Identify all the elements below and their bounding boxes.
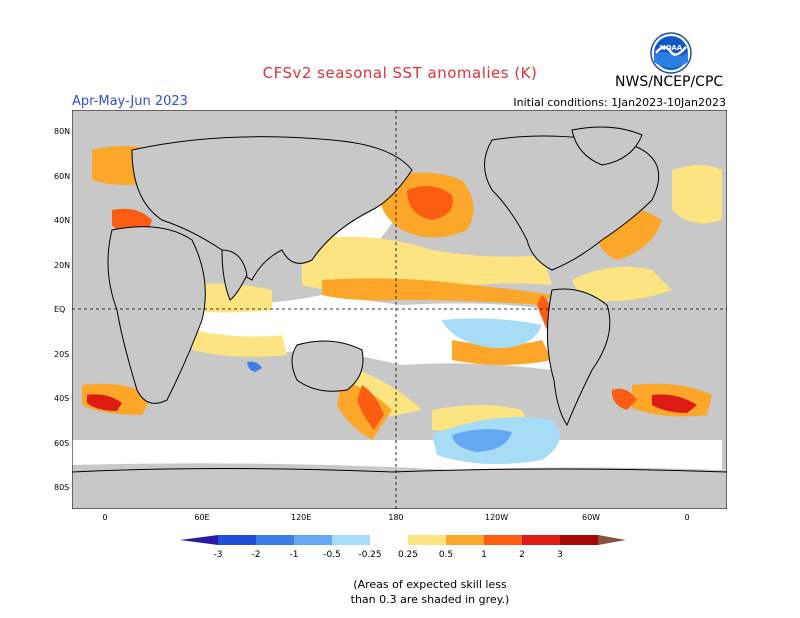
continent-australia xyxy=(291,340,364,392)
x-tick-label: 0 xyxy=(102,513,108,522)
colorbar-segment xyxy=(408,535,446,545)
y-tick-label: 40N xyxy=(54,216,71,225)
continent-south-america xyxy=(547,288,611,427)
anomaly-region-red xyxy=(407,186,453,220)
anomaly-region-yellow xyxy=(192,330,287,357)
colorbar-segment xyxy=(560,535,598,545)
anomaly-region-yellow xyxy=(572,266,672,302)
y-tick-label: EQ xyxy=(54,305,66,314)
x-tick-label: 60E xyxy=(194,513,210,522)
anomaly-region-blue xyxy=(452,429,512,452)
x-tick-label: 120E xyxy=(291,513,312,522)
x-tick-label: 120W xyxy=(485,513,509,522)
noaa-logo-text: NOAA xyxy=(660,44,683,52)
y-tick-label: 20S xyxy=(54,349,70,359)
season-label: Apr-May-Jun 2023 xyxy=(72,94,188,109)
colorbar-segment xyxy=(294,535,332,545)
colorbar-segment xyxy=(446,535,484,545)
initial-conditions-label: Initial conditions: 1Jan2023-10Jan2023 xyxy=(513,96,726,109)
footnote-line-2: than 0.3 are shaded in grey.) xyxy=(350,593,510,606)
anomaly-region-orange xyxy=(452,340,552,365)
colorbar-level-label: 2 xyxy=(519,550,525,560)
y-tick-label: 80S xyxy=(54,483,70,492)
chart-title: CFSv2 seasonal SST anomalies (K) xyxy=(262,64,538,82)
colorbar-level-label: 0.25 xyxy=(398,550,418,560)
colorbar-segment xyxy=(332,535,370,545)
anomaly-region-red xyxy=(357,385,384,430)
sst-anomaly-map xyxy=(72,110,727,509)
colorbar-segment xyxy=(180,535,218,545)
colorbar-segment xyxy=(256,535,294,545)
y-tick-label: 60S xyxy=(54,438,70,448)
colorbar-level-label: 1 xyxy=(481,550,487,560)
colorbar-segment xyxy=(522,535,560,545)
colorbar-level-label: -1 xyxy=(290,550,299,560)
anomaly-region-yellow xyxy=(672,165,722,224)
anomaly-region-red xyxy=(652,394,697,413)
anomaly-region-red xyxy=(612,388,637,410)
continent-outlines xyxy=(72,126,727,509)
colorbar-segment xyxy=(218,535,256,545)
continent-india xyxy=(221,249,248,301)
colorbar-level-label: 0.5 xyxy=(439,550,453,560)
anomaly-region-orange xyxy=(322,278,552,305)
colorbar-segment xyxy=(370,535,408,545)
footnote-line-1: (Areas of expected skill less xyxy=(353,578,507,591)
continent-africa xyxy=(107,226,206,404)
colorbar-level-label: 3 xyxy=(557,550,563,560)
anomaly-region-lightblue xyxy=(442,318,542,349)
colorbar: -3 -2 -1 -0.5 -0.25 0.25 0.5 1 2 3 xyxy=(180,535,626,560)
y-tick-label: 60N xyxy=(54,171,71,181)
colorbar-level-label: -0.25 xyxy=(358,550,381,560)
colorbar-segment xyxy=(598,535,626,545)
x-tick-label: 60W xyxy=(582,513,601,522)
colorbar-level-label: -2 xyxy=(252,550,261,560)
continent-eurasia xyxy=(131,136,413,281)
continent-antarctica xyxy=(72,468,727,509)
y-tick-label: 20N xyxy=(54,260,71,270)
continent-greenland xyxy=(571,126,643,166)
x-tick-label: 180 xyxy=(388,513,404,522)
agency-label: NWS/NCEP/CPC xyxy=(615,74,724,90)
y-tick-label: 40S xyxy=(54,394,70,403)
colorbar-level-label: -0.5 xyxy=(323,550,341,560)
anomaly-region-blue xyxy=(247,361,262,372)
x-tick-label: 0 xyxy=(684,513,690,522)
footnote: (Areas of expected skill less than 0.3 a… xyxy=(0,577,800,607)
anomaly-region-weak xyxy=(72,440,722,470)
noaa-logo-icon: NOAA xyxy=(650,32,692,74)
colorbar-segment xyxy=(484,535,522,545)
y-tick-label: 80N xyxy=(54,127,71,136)
anomaly-region-red xyxy=(87,394,122,411)
colorbar-level-label: -3 xyxy=(214,550,223,560)
